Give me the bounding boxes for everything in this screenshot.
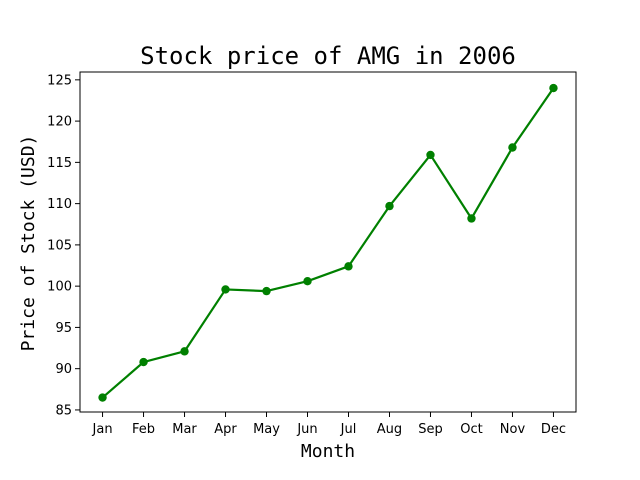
data-point bbox=[344, 262, 353, 271]
x-tick-label: Mar bbox=[172, 422, 197, 437]
data-point bbox=[385, 201, 394, 211]
y-tick-label: 125 bbox=[47, 73, 72, 88]
y-tick-label: 115 bbox=[47, 156, 72, 171]
y-tick-label: 95 bbox=[55, 321, 72, 336]
y-tick-label: 120 bbox=[47, 115, 72, 130]
x-tick-label: May bbox=[253, 422, 280, 437]
y-axis-label: Price of Stock (USD) bbox=[18, 135, 39, 352]
data-point bbox=[426, 150, 435, 160]
x-tick-label: Aug bbox=[377, 422, 402, 437]
data-point bbox=[508, 143, 517, 152]
data-point bbox=[98, 393, 107, 402]
data-point bbox=[221, 285, 230, 294]
series-line bbox=[101, 87, 555, 399]
plot-frame bbox=[79, 71, 577, 413]
y-tick-label: 90 bbox=[55, 362, 72, 377]
x-tick-label: Nov bbox=[500, 422, 526, 437]
y-tick-label: 105 bbox=[47, 238, 72, 253]
x-tick-label: Jan bbox=[92, 422, 113, 437]
y-tick-label: 85 bbox=[55, 403, 72, 418]
x-tick-label: Oct bbox=[460, 422, 482, 437]
x-tick-label: Jul bbox=[340, 422, 357, 437]
plot-area: 85 90 95 100 105 110 115 120 125 Jan Feb Mar Apr May J… bbox=[47, 71, 577, 437]
x-tick-label: Sep bbox=[418, 422, 443, 437]
data-point bbox=[262, 286, 271, 296]
x-axis-label: Month bbox=[301, 441, 355, 462]
x-tick-label: Feb bbox=[132, 422, 155, 437]
data-point bbox=[303, 276, 312, 286]
data-point bbox=[549, 83, 558, 93]
x-tick-label: Dec bbox=[541, 422, 566, 437]
y-tick-label: 100 bbox=[47, 280, 72, 295]
x-tick-label: Jun bbox=[296, 422, 317, 437]
data-point bbox=[139, 357, 148, 367]
data-point bbox=[467, 214, 476, 223]
data-point bbox=[180, 347, 189, 356]
chart-title: Stock price of AMG in 2006 bbox=[140, 42, 516, 70]
y-tick-label: 110 bbox=[47, 197, 72, 212]
x-tick-label: Apr bbox=[214, 422, 237, 437]
